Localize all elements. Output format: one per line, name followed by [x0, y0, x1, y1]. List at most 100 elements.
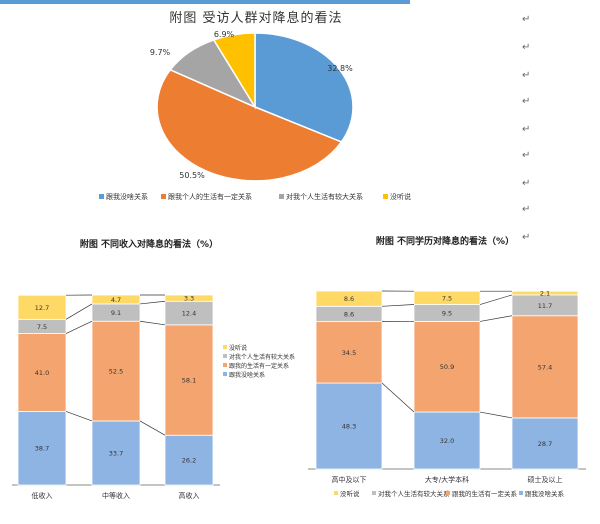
bar-segment: [315, 382, 383, 470]
bar-value-label: 8.6: [344, 310, 354, 318]
bar-segment: [164, 324, 214, 436]
category-label: 高收入: [179, 491, 200, 500]
education-legend-label: 跟我的生活有一定关系: [452, 489, 518, 498]
series-connector: [65, 303, 93, 320]
bar-value-label: 57.4: [538, 363, 552, 371]
bar-value-label: 50.9: [440, 363, 454, 371]
education-legend-label: 没听说: [340, 489, 360, 498]
bar-segment: [91, 294, 141, 305]
education-chart-title: 附图 不同学历对降息的看法（%）: [376, 235, 514, 247]
bar-segment: [413, 411, 481, 470]
paragraph-mark: ↵: [522, 96, 531, 107]
series-connector: [479, 315, 513, 322]
income-legend-label: 跟我没啥关系: [229, 371, 265, 379]
bar-value-label: 12.4: [182, 310, 196, 318]
bar-segment: [315, 321, 383, 384]
bar-segment: [413, 290, 481, 305]
income-legend-swatch: [223, 363, 227, 367]
paragraph-mark: ↵: [522, 232, 531, 243]
bar-segment: [164, 434, 214, 486]
income-legend-swatch: [223, 372, 227, 376]
bar-value-label: 9.1: [111, 309, 121, 317]
bar-value-label: 7.5: [37, 323, 47, 331]
pie-value-label: 32.8%: [327, 64, 353, 73]
bar-value-label: 38.7: [35, 445, 49, 453]
bar-value-label: 32.0: [440, 437, 454, 445]
bar-value-label: 33.7: [109, 449, 123, 457]
series-connector: [479, 411, 513, 419]
paragraph-mark: ↵: [522, 178, 531, 189]
income-bars: 38.7 41.0 7.5 12.7 低收入 33.7 52.5 9.1 4.7 中等收入 26.2…: [12, 294, 220, 500]
pie-chart-title: 附图 受访人群对降息的看法: [169, 10, 342, 26]
paragraph-mark: ↵: [522, 42, 531, 53]
bar-segment: [91, 420, 141, 486]
bar-segment: [91, 320, 141, 422]
pie-value-label: 6.9%: [214, 30, 235, 39]
bar-segment: [315, 290, 383, 307]
education-legend-swatch: [446, 491, 450, 495]
bar-segment: [164, 294, 214, 302]
pie-legend-label: 没听说: [390, 192, 411, 201]
pie-slice: [156, 68, 343, 182]
pie-slice: [254, 32, 354, 143]
pie-legend-swatch: [383, 194, 388, 199]
series-connector: [65, 320, 93, 334]
pie-chart: 附图 受访人群对降息的看法 32.8%50.5%9.7%6.9% 跟我没啥关系跟…: [99, 10, 411, 201]
category-label: 高中及以下: [332, 475, 367, 484]
paragraph-mark: ↵: [522, 204, 531, 215]
pie-legend-swatch: [161, 194, 166, 199]
bar-segment: [17, 333, 67, 412]
bar-value-label: 28.7: [538, 440, 552, 448]
pie-slice: [212, 32, 256, 110]
income-legend-label: 对我个人生活有较大关系: [229, 353, 295, 361]
income-legend-swatch: [223, 354, 227, 358]
series-connector: [139, 420, 166, 436]
education-legend: 没听说 对我个人生活有较大关系 跟我的生活有一定关系 跟我没啥关系: [334, 489, 565, 498]
series-connector: [381, 304, 415, 307]
bar-segment: [511, 290, 579, 296]
education-bars: 48.3 34.5 8.6 8.6 高中及以下 32.0 50.9 9.5 7.5 大专/大学本科…: [308, 290, 586, 484]
bar-value-label: 52.5: [109, 368, 123, 376]
series-connector: [479, 294, 513, 305]
income-legend-label: 没听说: [229, 344, 247, 352]
paragraph-mark: ↵: [522, 124, 531, 135]
education-legend-label: 对我个人生活有较大关系: [378, 489, 450, 498]
bar-value-label: 34.5: [342, 349, 356, 357]
bar-value-label: 4.7: [111, 296, 121, 304]
bar-segment: [17, 411, 67, 486]
category-label: 中等收入: [102, 491, 130, 500]
series-connector: [139, 300, 166, 305]
pie-value-label: 50.5%: [179, 171, 205, 180]
bar-value-label: 26.2: [182, 457, 196, 465]
document-top-rule: [0, 0, 410, 4]
bar-value-label: 9.5: [442, 309, 452, 317]
income-legend-swatch: [223, 345, 227, 349]
education-legend-swatch: [372, 491, 376, 495]
bar-segment: [413, 321, 481, 413]
income-chart-title: 附图 不同收入对降息的看法（%）: [80, 238, 218, 250]
category-label: 低收入: [32, 491, 53, 500]
pie-slices: [156, 32, 354, 182]
bar-segment: [511, 417, 579, 470]
bar-value-label: 7.5: [442, 294, 452, 302]
paragraph-mark: ↵: [522, 150, 531, 161]
series-connector: [139, 320, 166, 326]
bar-value-label: 3.3: [184, 295, 194, 303]
bar-segment: [17, 294, 67, 320]
bar-value-label: 12.7: [35, 304, 49, 312]
bar-value-label: 8.6: [344, 295, 354, 303]
bar-segment: [511, 315, 579, 419]
pie-value-label: 9.7%: [150, 48, 171, 57]
pie-legend-label: 对我个人生活有较大关系: [286, 192, 363, 201]
paragraph-mark: ↵: [522, 70, 531, 81]
pie-legend: 跟我没啥关系 跟我个人的生活有一定关系 对我个人生活有较大关系 没听说: [99, 192, 411, 201]
bar-value-label: 41.0: [35, 369, 49, 377]
category-label: 大专/大学本科: [425, 475, 469, 484]
category-label: 硕士及以上: [528, 475, 563, 484]
paragraph-mark: ↵: [522, 14, 531, 25]
bar-value-label: 11.7: [538, 302, 552, 310]
income-stacked-bar-chart: 附图 不同收入对降息的看法（%） 38.7 41.0 7.5 12.7 低收入 33.7 5…: [12, 238, 295, 500]
series-connector: [65, 411, 93, 422]
education-legend-swatch: [334, 491, 338, 495]
